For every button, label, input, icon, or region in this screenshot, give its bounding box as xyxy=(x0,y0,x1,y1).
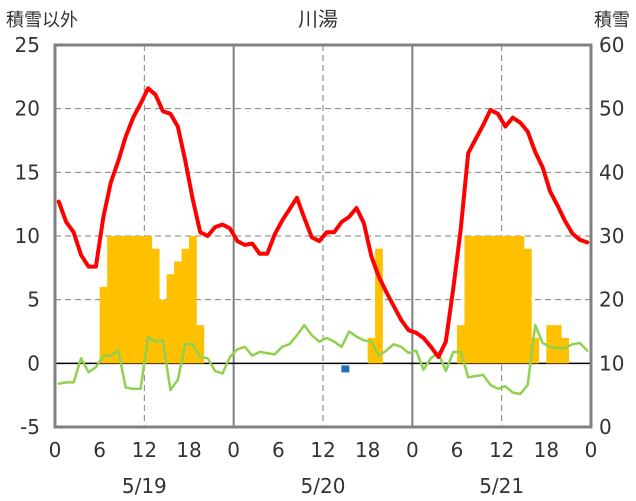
date-label: 5/21 xyxy=(479,474,524,498)
precipitation-bar xyxy=(181,248,190,364)
precipitation-bar xyxy=(144,236,153,364)
precipitation-bar xyxy=(561,337,569,364)
precipitation-bar xyxy=(196,325,205,364)
precipitation-bar xyxy=(166,274,175,364)
precipitation-bar xyxy=(516,236,525,364)
precipitation-bar xyxy=(509,236,517,364)
precipitation-bar xyxy=(531,337,540,364)
date-label: 5/19 xyxy=(122,474,167,498)
plot-border xyxy=(53,43,593,429)
y-left-tick-label: 15 xyxy=(15,160,40,184)
x-hour-tick-label: 18 xyxy=(534,438,559,462)
y-right-label: 積雪 xyxy=(594,10,630,31)
precipitation-bar xyxy=(114,236,123,364)
date-label: 5/20 xyxy=(301,474,346,498)
marker-point xyxy=(341,365,350,373)
precipitation-bar xyxy=(486,236,495,364)
precipitation-bar xyxy=(375,248,383,364)
x-hour-tick-label: 0 xyxy=(406,438,419,462)
x-hour-tick-label: 0 xyxy=(585,438,598,462)
y-left-tick-label: 20 xyxy=(15,97,40,121)
y-right-tick-label: 10 xyxy=(599,351,624,375)
y-right-tick-label: 0 xyxy=(599,415,612,439)
chart-title: 川湯 xyxy=(298,7,338,31)
precipitation-bar xyxy=(189,236,197,364)
precipitation-bar xyxy=(471,236,480,364)
precipitation-bar xyxy=(464,236,473,364)
precipitation-bar xyxy=(151,248,160,364)
y-left-tick-label: 25 xyxy=(15,33,40,57)
y-left-tick-label: 5 xyxy=(27,288,40,312)
precipitation-bar xyxy=(129,236,138,364)
x-hour-tick-label: 12 xyxy=(310,438,335,462)
x-hour-tick-label: 0 xyxy=(49,438,62,462)
y-right-tick-label: 40 xyxy=(599,160,624,184)
y-right-tick-label: 60 xyxy=(599,33,624,57)
precipitation-bar xyxy=(457,325,465,364)
y-right-tick-label: 20 xyxy=(599,288,624,312)
precipitation-bar xyxy=(136,236,145,364)
y-right-tick-label: 50 xyxy=(599,97,624,121)
precipitation-bar xyxy=(174,261,182,364)
precipitation-bar xyxy=(122,236,130,364)
y-left-label: 積雪以外 xyxy=(6,10,78,31)
precipitation-bar xyxy=(553,325,562,364)
precipitation-bars xyxy=(99,236,569,364)
plot-frame xyxy=(53,43,593,429)
precipitation-bar xyxy=(367,337,376,364)
temperature-line xyxy=(56,86,590,359)
precipitation-bar xyxy=(99,286,108,364)
y-left-tick-label: 0 xyxy=(27,351,40,375)
y-left-tick-label: -5 xyxy=(20,415,40,439)
x-hour-tick-label: 12 xyxy=(489,438,514,462)
precipitation-bar xyxy=(479,236,488,364)
precipitation-bar xyxy=(524,248,532,364)
x-hour-tick-label: 18 xyxy=(355,438,380,462)
data-lines xyxy=(56,86,590,396)
x-hour-tick-label: 0 xyxy=(227,438,240,462)
y-left-tick-label: 10 xyxy=(15,224,40,248)
x-hour-tick-label: 6 xyxy=(272,438,285,462)
y-right-tick-label: 30 xyxy=(599,224,624,248)
precipitation-bar xyxy=(501,236,510,364)
x-hour-tick-label: 6 xyxy=(451,438,464,462)
x-hour-tick-label: 12 xyxy=(132,438,157,462)
secondary-line xyxy=(57,323,589,396)
x-hour-tick-label: 18 xyxy=(176,438,201,462)
x-hour-tick-label: 6 xyxy=(93,438,106,462)
precipitation-bar xyxy=(546,325,555,364)
precipitation-bar xyxy=(494,236,502,364)
precipitation-bar xyxy=(107,236,115,364)
precipitation-bar xyxy=(159,299,167,364)
